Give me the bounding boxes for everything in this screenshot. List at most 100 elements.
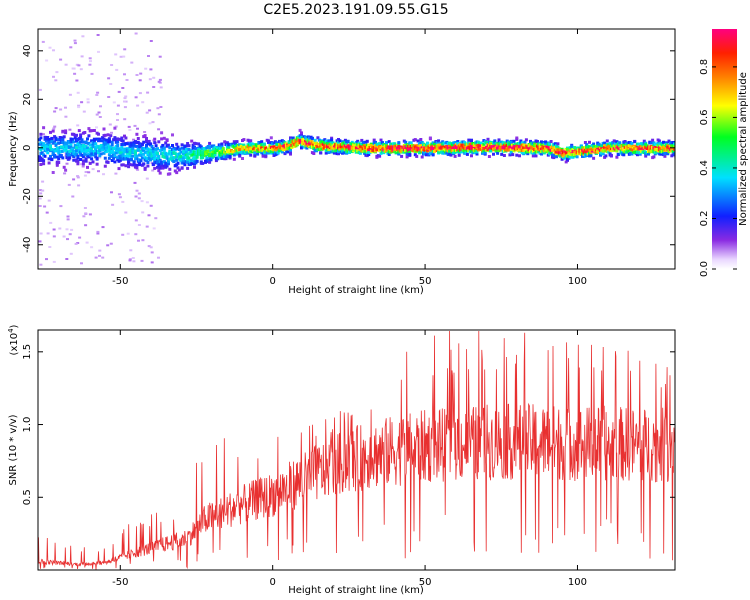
spectrogram-cell [166, 160, 170, 164]
spectrogram-cell [176, 166, 180, 170]
spectrogram-cell [612, 139, 616, 143]
spectrogram-cell [99, 152, 103, 156]
spectrogram-cell [112, 101, 116, 104]
spectrogram-cell [456, 140, 460, 143]
spectrogram-cell [666, 152, 670, 155]
spectrogram-cell [84, 224, 88, 227]
spectrogram-cell [260, 151, 264, 155]
spectrogram-cell [145, 145, 148, 149]
spectrogram-cell [144, 67, 148, 70]
spectrogram-cell [190, 162, 194, 166]
spectrogram-cell [65, 228, 69, 231]
spectrogram-cell [109, 145, 113, 149]
spectrogram-cell [87, 134, 91, 138]
spectrogram-cell [72, 178, 76, 181]
spectrogram-cell [190, 139, 194, 143]
spectrogram-cell [117, 90, 121, 93]
spectrogram-cell [365, 139, 369, 143]
spectrogram-cell [73, 72, 77, 75]
spectrogram-cell [127, 154, 131, 158]
spectrogram-cell [137, 192, 141, 195]
spectrogram-cell [121, 163, 125, 167]
spectrogram-cell [382, 143, 386, 146]
spectrogram-cell [117, 167, 121, 171]
spectrogram-cell [103, 133, 107, 137]
spectrogram-cell [66, 215, 70, 218]
spectrogram-cell [57, 161, 61, 164]
spectrogram-cell [96, 34, 100, 36]
spectrogram-cell [46, 144, 50, 148]
spectrogram-cell [53, 140, 57, 144]
spectrogram-cell [134, 32, 138, 35]
spectrogram-cell [453, 150, 457, 154]
spectrogram-cell [380, 141, 384, 145]
spectrogram-cell [43, 135, 47, 139]
spectrogram-cell [400, 154, 404, 158]
spectrogram-cell [71, 67, 75, 70]
spectrogram-cell [58, 227, 62, 230]
spectrogram-cell [91, 160, 95, 164]
spectrogram-cell [41, 189, 45, 192]
spectrogram-cell [140, 200, 144, 203]
spectrogram-cell [160, 160, 164, 164]
spectrogram-cell [300, 146, 303, 150]
spectrogram-cell [126, 232, 130, 235]
spectrogram-cell [137, 224, 141, 226]
spectrogram-cell [114, 149, 118, 152]
spectrogram-cell [180, 143, 184, 147]
spectrogram-cell [513, 142, 517, 146]
spectrogram-cell [123, 100, 126, 103]
spectrogram-cell [106, 149, 110, 153]
spectrogram-cell [552, 156, 556, 160]
spectrogram-cell [134, 219, 138, 222]
spectrogram-cell [249, 139, 253, 143]
spectrogram-cell [173, 156, 177, 160]
spectrogram-cell [186, 158, 190, 162]
spectrogram-cell [158, 78, 162, 81]
spectrogram-cell [52, 75, 55, 78]
spectrogram-cell [145, 225, 149, 228]
spectrogram-cell [183, 163, 187, 167]
spectrogram-cell [51, 150, 55, 154]
snr-x-axis-label: Height of straight line (km) [288, 585, 424, 596]
spectrogram-cell [505, 148, 509, 152]
spectrogram-cell [148, 78, 152, 81]
spectrogram-cell [158, 171, 162, 175]
spectrogram-title: C2E5.2023.191.09.55.G15 [263, 2, 448, 18]
snr-series-line [38, 330, 675, 570]
spectrogram-cell [664, 141, 668, 145]
spectrogram-cell [597, 142, 601, 146]
spectrogram-cell [146, 164, 150, 168]
spectrogram-cell [47, 138, 51, 141]
spectrogram-cell [125, 79, 129, 81]
spectrogram-cell [150, 251, 154, 254]
spectrogram-cell [47, 199, 51, 202]
spectrogram-cell [82, 215, 86, 218]
spectrogram-cell [57, 157, 61, 161]
spectrogram-cell [385, 141, 388, 145]
spectrogram-cell [134, 96, 138, 99]
spectrogram-cell [110, 140, 114, 144]
spectrogram-cell [39, 132, 43, 136]
spectrogram-cell [116, 156, 120, 160]
spectrogram-cell [124, 211, 128, 214]
spectrogram-cell [538, 144, 542, 148]
spectrogram-cell [131, 154, 135, 158]
spectrogram-cell [225, 141, 229, 145]
spectrogram-cell [77, 104, 81, 107]
spectrogram-cell [132, 138, 136, 141]
spectrogram-cell [142, 162, 146, 166]
spectrogram-cell [84, 171, 88, 173]
spectrogram-cell [496, 151, 500, 155]
spectrogram-cell [42, 162, 46, 166]
spectrogram-cell [118, 148, 122, 152]
spectrogram-cell [475, 152, 479, 156]
spectrogram-cell [70, 147, 74, 151]
spectrogram-cell [80, 138, 84, 142]
spectrogram-cell [58, 138, 62, 141]
spectrogram-cell [145, 137, 148, 140]
spectrogram-cell [152, 86, 156, 88]
spectrogram-cell [636, 153, 639, 157]
spectrogram-cell [182, 152, 185, 156]
spectrogram-cell [153, 153, 157, 157]
